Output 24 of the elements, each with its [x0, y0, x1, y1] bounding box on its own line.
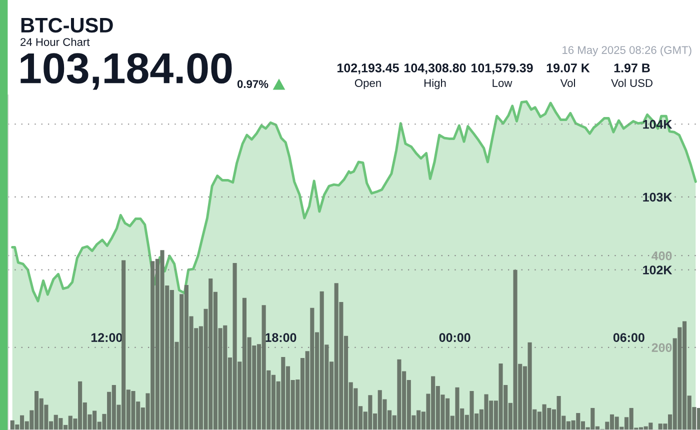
x-tick-label: 18:00 [266, 333, 296, 342]
x-tick-label: 12:00 [91, 333, 122, 342]
chart-title: BTC-USD [21, 18, 113, 33]
y-tick-label: 102K [643, 266, 672, 274]
text: 103,184.00 [20, 53, 232, 90]
y2-tick-label: 200 [652, 343, 672, 352]
text: Vol [560, 78, 575, 87]
text: Vol USD [611, 78, 652, 87]
text: 16 May 2025 08:26 (GMT) [562, 46, 692, 56]
text: Low [492, 79, 512, 87]
text: 19.07 K [546, 64, 590, 72]
y-tick-label: 103K [643, 192, 672, 202]
chart-subtitle: 24 Hour Chart [20, 38, 90, 46]
text: 0.97% [237, 80, 268, 88]
text: 1.97 B [614, 64, 650, 72]
text: 101,579.39 [472, 64, 533, 74]
text: 102,193.45 [338, 64, 399, 74]
text: 104,308.80 [404, 64, 466, 74]
text: High [424, 78, 446, 90]
x-tick-label: 06:00 [613, 333, 644, 342]
text: Open [354, 79, 381, 90]
x-tick-label: 00:00 [439, 333, 470, 342]
y2-tick-label: 400 [652, 251, 672, 260]
y-tick-label: 104K [643, 120, 672, 129]
